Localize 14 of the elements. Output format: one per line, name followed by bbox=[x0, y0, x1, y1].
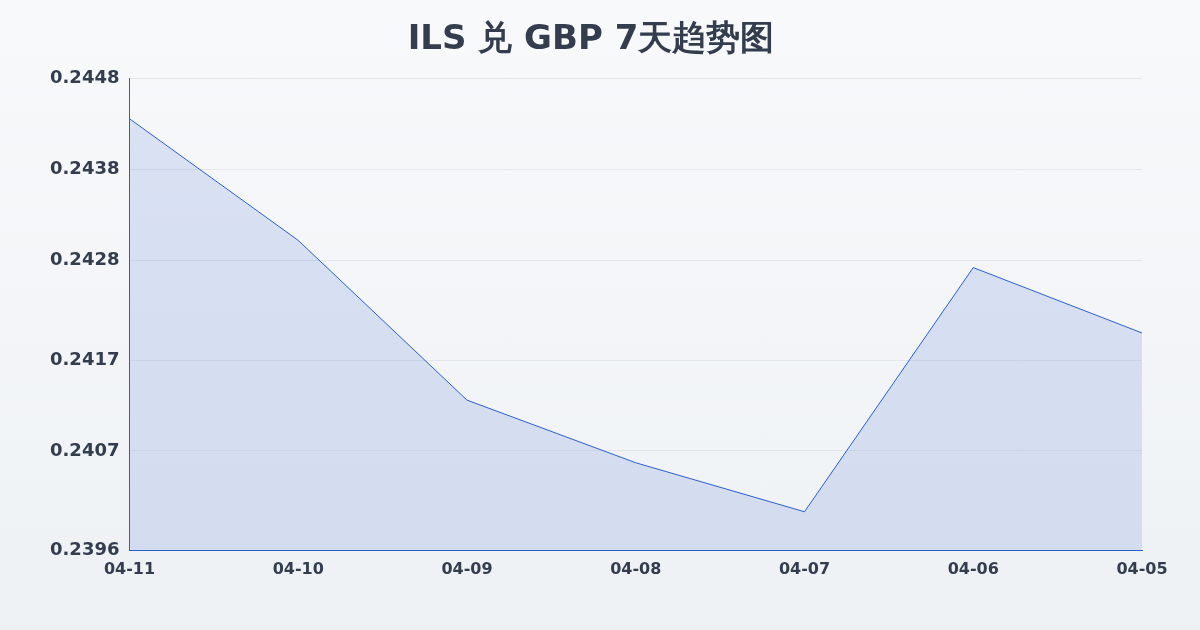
y-tick-label: 0.2448 bbox=[49, 66, 120, 88]
x-tick-label: 04-11 bbox=[103, 558, 156, 578]
y-tick-label: 0.2438 bbox=[49, 157, 120, 179]
x-tick-label: 04-09 bbox=[441, 558, 493, 578]
chart-title: ILS 兑 GBP 7天趋势图 bbox=[407, 17, 775, 58]
x-tick-label: 04-06 bbox=[947, 558, 999, 578]
x-tick-label: 04-08 bbox=[610, 558, 662, 578]
y-tick-label: 0.2407 bbox=[49, 438, 120, 460]
y-tick-label: 0.2396 bbox=[49, 538, 120, 560]
x-tick-label: 04-10 bbox=[272, 558, 324, 578]
y-tick-label: 0.2417 bbox=[49, 347, 120, 369]
x-tick-label: 04-05 bbox=[1116, 558, 1168, 578]
y-tick-label: 0.2428 bbox=[49, 248, 120, 270]
x-tick-label: 04-07 bbox=[778, 558, 831, 578]
